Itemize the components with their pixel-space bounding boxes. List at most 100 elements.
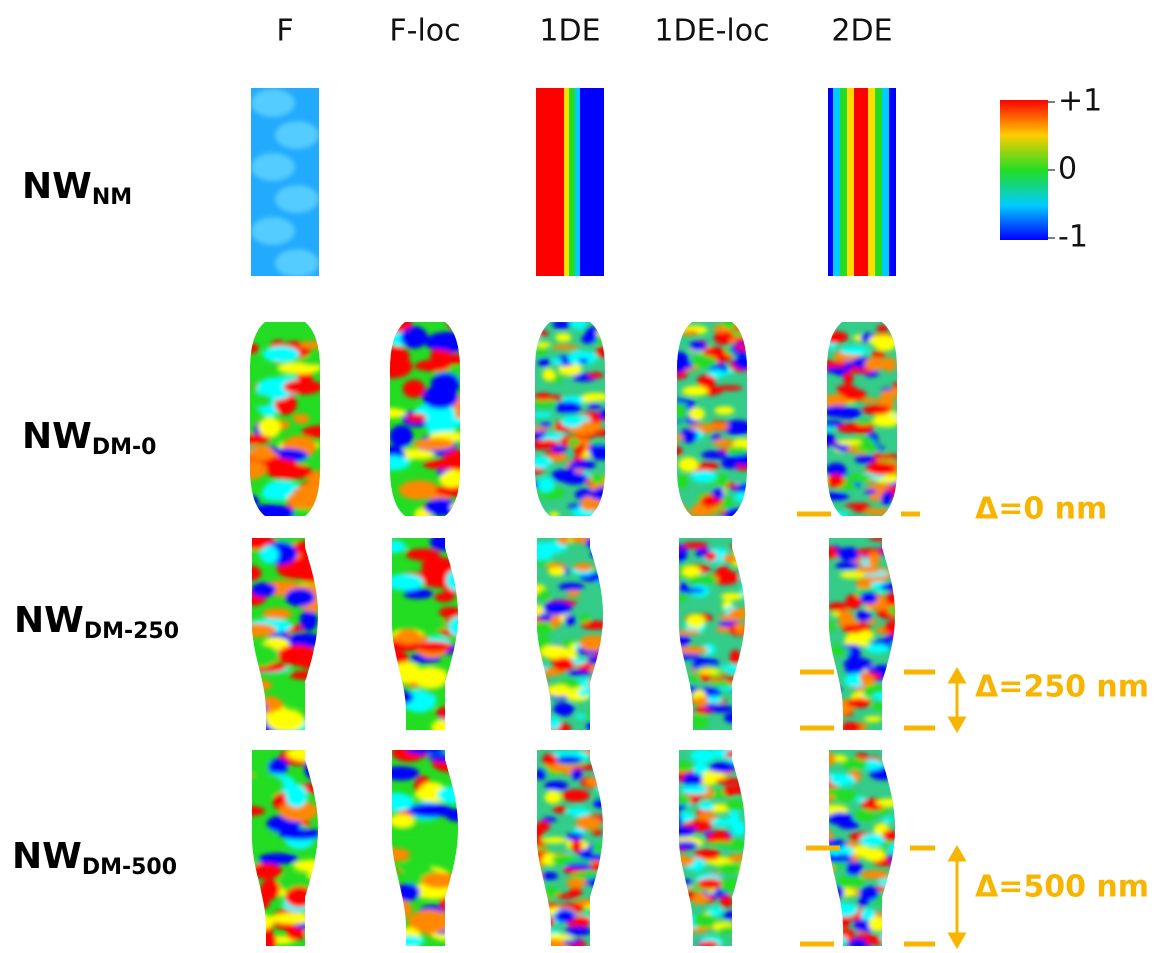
row-label-subscript: NM (92, 185, 132, 210)
map-blob (820, 680, 837, 687)
map-blob (682, 386, 708, 396)
map-blob (872, 415, 900, 427)
map-blob (733, 914, 757, 929)
map-blob (250, 445, 274, 460)
map-blob (304, 925, 339, 940)
map-stripe (840, 88, 848, 276)
column-header: F (276, 14, 293, 49)
map-blob (374, 456, 411, 471)
map-blob (522, 706, 545, 711)
map-blob (887, 876, 901, 888)
map-blob (698, 941, 719, 949)
map-blob (552, 358, 563, 365)
map-blob (556, 401, 581, 413)
map-blob (241, 344, 260, 354)
map-blob (585, 327, 604, 338)
map-blob (721, 593, 744, 600)
map-blob (837, 439, 862, 445)
map-stripe (575, 88, 580, 276)
map-blob (827, 602, 848, 611)
map-blob (573, 563, 593, 572)
map-blob (825, 367, 848, 374)
map-blob (714, 487, 725, 499)
map-blob (674, 841, 698, 849)
map-blob (820, 752, 835, 766)
map-blob (392, 662, 421, 683)
map-blob (701, 451, 728, 459)
map-blob (868, 536, 897, 541)
map-blob (431, 372, 460, 395)
map-blob (293, 860, 329, 872)
map-blob (813, 432, 836, 446)
map-blob (677, 588, 705, 593)
column-header: 1DE-loc (654, 14, 769, 49)
map-blob (743, 510, 757, 519)
map-blob (399, 480, 440, 500)
map-blob (730, 542, 752, 550)
map-blob (668, 855, 695, 866)
map-blob (530, 869, 543, 883)
field-map (522, 531, 618, 733)
map-blob (536, 665, 548, 670)
map-blob (247, 773, 285, 797)
map-blob (439, 607, 462, 618)
map-blob (249, 863, 283, 879)
map-blob (565, 863, 592, 869)
map-blob (567, 670, 591, 676)
map-blob (530, 549, 553, 560)
map-blob (734, 696, 751, 703)
map-blob (299, 341, 331, 349)
map-blob (838, 918, 850, 929)
field-map (661, 316, 760, 519)
map-blob (262, 346, 299, 362)
map-blob (883, 816, 893, 822)
map-blob (697, 375, 716, 387)
map-blob (885, 634, 915, 645)
map-blob (593, 798, 607, 808)
map-blob (667, 902, 686, 914)
map-blob (712, 439, 734, 447)
map-blob (275, 249, 319, 277)
map-blob (846, 862, 863, 874)
map-blob (421, 873, 457, 889)
map-blob (534, 393, 553, 401)
map-blob (437, 786, 467, 804)
map-blob (529, 914, 555, 927)
map-blob (726, 666, 750, 672)
map-blob (242, 698, 267, 720)
map-blob (581, 496, 596, 511)
map-blob (840, 346, 869, 355)
map-blob (289, 694, 316, 708)
map-blob (587, 403, 601, 409)
map-blob (296, 567, 339, 583)
map-blob (433, 559, 472, 572)
map-blob (538, 613, 552, 620)
map-blob (816, 621, 836, 632)
map-blob (566, 833, 584, 841)
map-blob (825, 647, 850, 655)
map-blob (880, 686, 903, 693)
map-blob (413, 438, 455, 450)
map-blob (669, 434, 684, 442)
map-blob (823, 492, 849, 500)
map-blob (735, 715, 758, 730)
field-map (530, 88, 610, 276)
map-blob (247, 394, 272, 408)
map-blob (589, 665, 605, 674)
map-blob (661, 503, 687, 515)
map-blob (830, 886, 845, 900)
map-blob (865, 357, 886, 371)
map-blob (866, 462, 896, 475)
map-blob (529, 542, 557, 548)
map-blob (711, 830, 727, 841)
map-blob (391, 634, 430, 643)
map-blob (697, 813, 718, 821)
map-blob (260, 546, 279, 564)
map-blob (681, 785, 708, 794)
map-blob (538, 939, 567, 953)
map-blob (734, 931, 746, 944)
map-blob (590, 531, 615, 544)
map-blob (827, 474, 845, 488)
map-blob (725, 799, 746, 811)
map-blob (585, 711, 614, 719)
